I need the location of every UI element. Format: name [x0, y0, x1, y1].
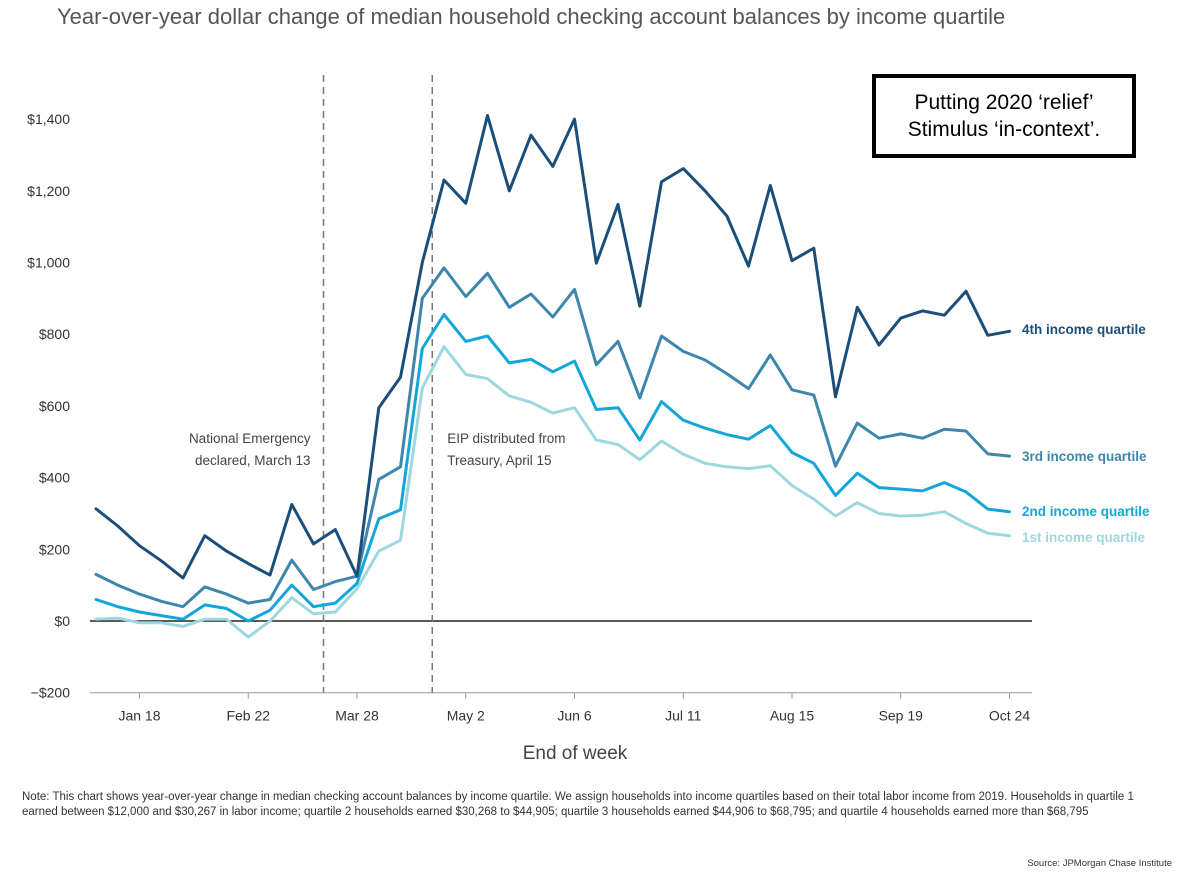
lines-layer	[94, 114, 1011, 639]
series-line	[94, 313, 1011, 623]
chart-title: Year-over-year dollar change of median h…	[57, 4, 1006, 29]
x-tick-label: Sep 19	[879, 708, 924, 724]
annotation-text: EIP distributed from	[447, 431, 565, 446]
y-tick-label: $1,400	[27, 111, 70, 127]
series-label: 4th income quartile	[1022, 322, 1146, 337]
x-tick-label: Aug 15	[770, 708, 815, 724]
callout-line-1: Putting 2020 ‘relief’	[914, 90, 1094, 114]
annotation-text: Treasury, April 15	[447, 453, 551, 468]
callout-line-2: Stimulus ‘in-context’.	[907, 118, 1101, 141]
labels-layer: 4th income quartile 3rd income quartile 2n…	[1022, 322, 1150, 545]
x-tick-label: Mar 28	[335, 708, 379, 724]
callout-box: Putting 2020 ‘relief’ Stimulus ‘in-conte…	[872, 74, 1136, 158]
x-tick-label: Jan 18	[118, 708, 160, 724]
x-tick-label: Feb 22	[226, 708, 270, 724]
x-tick-label: Jun 6	[557, 708, 591, 724]
x-tick-label: Jul 11	[665, 708, 702, 724]
y-tick-label: −$200	[31, 685, 71, 701]
series-line	[94, 345, 1011, 639]
series-label: 3rd income quartile	[1022, 449, 1147, 464]
y-tick-label: $400	[39, 470, 70, 486]
y-tick-label: $600	[39, 398, 70, 414]
chart-source: Source: JPMorgan Chase Institute	[1027, 858, 1172, 869]
series-label: 1st income quartile	[1022, 530, 1146, 545]
y-tick-label: $1,000	[27, 255, 70, 271]
x-axis-title: End of week	[523, 743, 628, 764]
axis-layer: −$200 $0 $200 $400 $600 $800 $1,000 $1,200 $1,40…	[27, 75, 1032, 764]
series-line	[94, 114, 1011, 580]
y-tick-label: $800	[39, 326, 70, 342]
y-tick-label: $0	[54, 613, 70, 629]
chart-note: Note: This chart shows year-over-year ch…	[22, 791, 1134, 818]
annotation-text: National Emergency	[189, 431, 311, 446]
y-tick-label: $1,200	[27, 183, 70, 199]
series-line	[94, 266, 1011, 609]
x-tick-label: Oct 24	[989, 708, 1030, 724]
x-tick-label: May 2	[447, 708, 485, 724]
series-label: 2nd income quartile	[1022, 504, 1150, 519]
line-chart: −$200 $0 $200 $400 $600 $800 $1,000 $1,200 $1,40…	[27, 75, 1150, 764]
y-tick-label: $200	[39, 541, 70, 557]
annotation-text: declared, March 13	[195, 453, 311, 468]
